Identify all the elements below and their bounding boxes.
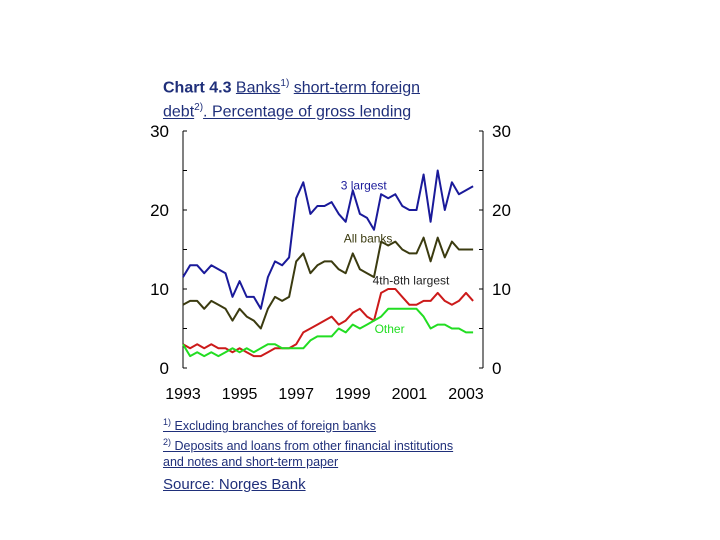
series-label: All banks xyxy=(344,231,393,245)
footnote-2-continued: and notes and short-term paper xyxy=(163,454,503,470)
title-word-banks: Banks xyxy=(235,79,281,97)
chart-title: Chart 4.3 Banks1) short-term foreign deb… xyxy=(163,74,483,123)
y-tick-label-right: 0 xyxy=(492,359,501,378)
x-tick-label: 1997 xyxy=(278,386,314,403)
y-tick-label-right: 30 xyxy=(492,122,511,141)
title-word-debt: debt xyxy=(163,103,195,121)
x-tick-label: 2001 xyxy=(392,386,428,403)
series-line-other xyxy=(182,307,474,358)
y-tick-label-left: 10 xyxy=(150,280,169,299)
chart-series-labels: 3 largest All banks 4th-8th largest Other xyxy=(341,178,450,336)
chart-series xyxy=(182,169,474,358)
y-tick-label-left: 30 xyxy=(150,122,169,141)
source-note: Source: Norges Bank xyxy=(163,476,306,493)
footnote-1-text: Excluding branches of foreign banks xyxy=(174,419,377,434)
footnote-1-mark: 1) xyxy=(163,417,172,427)
y-tick-label-left: 0 xyxy=(160,359,169,378)
title-rest-2: . Percentage of gross lending xyxy=(203,103,412,121)
y-tick-label-left: 20 xyxy=(150,201,169,220)
series-label: 3 largest xyxy=(341,178,388,192)
chart-number: Chart 4.3 xyxy=(163,79,232,97)
series-label: Other xyxy=(375,322,405,336)
footnote-2-text: Deposits and loans from other financial … xyxy=(174,439,454,454)
title-footnote-mark-1: 1) xyxy=(280,78,290,89)
footnote-1: 1) Excluding branches of foreign banks xyxy=(163,414,503,434)
chart-axes: 0 0 10 10 20 20 30 30 1993 1995 1997 1999 2001 2003 xyxy=(150,122,511,403)
footnote-2: 2) Deposits and loans from other financi… xyxy=(163,434,503,454)
y-tick-label-right: 10 xyxy=(492,280,511,299)
footnote-3-text: and notes and short-term paper xyxy=(163,455,339,470)
series-line-4th-8th-largest xyxy=(182,288,474,358)
title-footnote-mark-2: 2) xyxy=(194,102,204,114)
y-tick-label-right: 20 xyxy=(492,201,511,220)
title-rest-1: short-term foreign xyxy=(293,79,421,97)
x-tick-label: 2003 xyxy=(448,386,484,403)
series-line-3-largest xyxy=(182,169,474,310)
footnotes: 1) Excluding branches of foreign banks 2… xyxy=(163,414,503,470)
x-tick-label: 1995 xyxy=(222,386,258,403)
footnote-2-mark: 2) xyxy=(163,437,172,448)
series-line-all-banks xyxy=(182,236,474,330)
series-label: 4th-8th largest xyxy=(373,273,450,287)
x-tick-label: 1999 xyxy=(335,386,371,403)
x-tick-label: 1993 xyxy=(165,386,201,403)
